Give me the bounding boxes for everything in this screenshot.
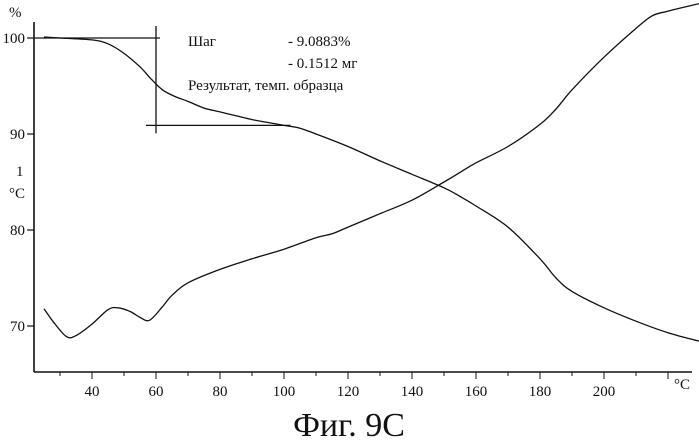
step-mass: - 0.1512 мг xyxy=(288,56,357,72)
x-tick-label: 140 xyxy=(401,384,424,400)
step-label: Шаг xyxy=(188,34,216,50)
x-tick-label: 120 xyxy=(337,384,360,400)
x-tick-label: 60 xyxy=(149,384,164,400)
x-unit-label: °C xyxy=(674,377,690,393)
x-tick-label: 200 xyxy=(593,384,616,400)
x-tick-label: 180 xyxy=(529,384,552,400)
x-tick-label: 40 xyxy=(85,384,100,400)
y-secondary-unit-label: °C xyxy=(9,186,25,202)
y-unit-label: % xyxy=(9,5,22,21)
y-tick-label: 70 xyxy=(10,319,25,335)
weight-loss-curve xyxy=(44,37,699,341)
x-tick-label: 160 xyxy=(465,384,488,400)
x-ticks: 40 60 80 100 120 140 160 180 200 xyxy=(60,372,668,400)
x-tick-label: 100 xyxy=(273,384,296,400)
series-layer xyxy=(44,3,699,341)
axes xyxy=(34,22,692,372)
step-percent: - 9.0883% xyxy=(288,34,351,50)
y-tick-label: 90 xyxy=(10,127,25,143)
figure-caption: Фиг. 9C xyxy=(293,407,405,444)
result-label: Результат, темп. образца xyxy=(188,78,344,94)
y-tick-label: 100 xyxy=(3,31,26,47)
step-annotation: Шаг - 9.0883% - 0.1512 мг Результат, тем… xyxy=(188,34,357,94)
y-tick-label: 80 xyxy=(10,223,25,239)
y-ticks: 100 90 80 70 xyxy=(3,31,35,335)
temperature-curve xyxy=(44,3,699,337)
y-secondary-marker: 1 xyxy=(16,164,24,180)
x-tick-label: 80 xyxy=(213,384,228,400)
